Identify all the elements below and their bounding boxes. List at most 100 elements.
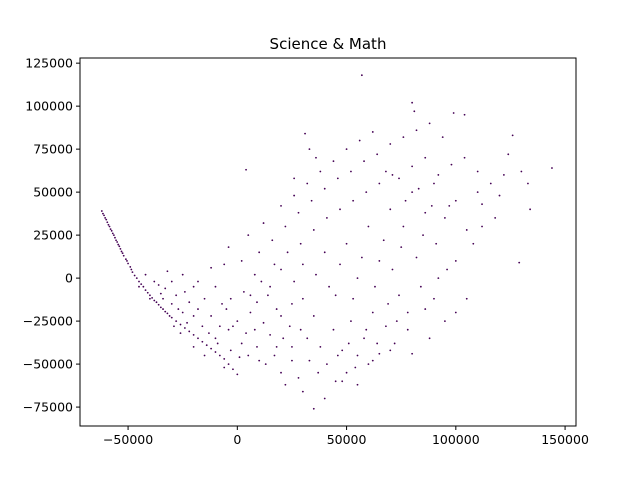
scatter-point (183, 327, 186, 329)
scatter-point (173, 325, 175, 328)
scatter-point (159, 292, 162, 295)
scatter-point (122, 254, 125, 257)
scatter-point (389, 143, 392, 145)
scatter-point (135, 277, 138, 280)
scatter-point (301, 390, 304, 393)
scatter-point (489, 182, 492, 185)
scatter-point (374, 285, 376, 288)
scatter-point (452, 112, 455, 114)
scatter-point (312, 407, 315, 410)
scatter-point (371, 131, 374, 133)
scatter-point (280, 204, 282, 207)
scatter-point (170, 280, 173, 283)
scatter-point (402, 225, 405, 228)
scatter-point (454, 199, 457, 202)
scatter-point (175, 294, 178, 297)
scatter-point (197, 280, 199, 283)
scatter-point (181, 273, 184, 276)
scatter-point (481, 203, 483, 206)
scatter-point (214, 285, 217, 288)
scatter-point (223, 358, 226, 360)
scatter-point (227, 363, 230, 365)
y-tick-label: 25000 (33, 228, 73, 243)
scatter-point (448, 204, 451, 207)
x-tick-label: 0 (233, 432, 241, 447)
scatter-point (159, 306, 162, 309)
scatter-point (242, 290, 245, 293)
scatter-point (387, 303, 389, 305)
scatter-point (275, 346, 278, 348)
plot-area-frame (79, 57, 577, 427)
scatter-point (225, 308, 228, 310)
scatter-point (435, 242, 438, 245)
scatter-point (118, 245, 121, 248)
scatter-point (350, 320, 352, 322)
scatter-point (345, 371, 348, 374)
scatter-point (126, 260, 128, 262)
scatter-point (527, 182, 529, 185)
scatter-point (417, 187, 420, 190)
scatter-point (288, 325, 291, 328)
scatter-point (105, 218, 108, 221)
scatter-point (301, 297, 304, 300)
scatter-point (262, 222, 265, 224)
scatter-point (430, 204, 433, 207)
scatter-point (210, 347, 213, 350)
scatter-point (339, 208, 341, 211)
scatter-point (428, 337, 431, 340)
scatter-point (267, 294, 269, 297)
scatter-point (140, 283, 143, 286)
scatter-point (240, 342, 243, 345)
scatter-point (385, 325, 387, 328)
scatter-point (391, 174, 394, 176)
scatter-point (365, 328, 368, 331)
scatter-point (115, 239, 117, 242)
scatter-point (245, 168, 247, 171)
scatter-point (398, 177, 400, 180)
scatter-point (433, 297, 435, 300)
x-tick-label: 150000 (541, 432, 589, 447)
scatter-point (110, 229, 113, 232)
scatter-point (306, 182, 309, 185)
scatter-point (297, 376, 300, 379)
scatter-point (422, 234, 424, 237)
scatter-point (175, 320, 178, 322)
scatter-point (293, 177, 296, 180)
scatter-point (376, 342, 379, 345)
scatter-point (203, 354, 206, 357)
scatter-point (428, 122, 431, 125)
scatter-point (223, 366, 226, 369)
scatter-point (164, 287, 167, 290)
scatter-point (498, 194, 501, 197)
scatter-point (280, 268, 282, 271)
scatter-point (253, 273, 256, 276)
scatter-point (120, 250, 123, 253)
scatter-point (317, 371, 320, 374)
y-axis-ticks: −75000 −50000 −25000 0 25000 50000 75000 100000… (23, 56, 80, 415)
scatter-point (258, 359, 261, 362)
scatter-point (208, 332, 210, 335)
scatter-point (232, 325, 234, 328)
scatter-point (269, 285, 271, 288)
scatter-point (454, 311, 457, 314)
scatter-point (117, 243, 120, 246)
scatter-point (326, 363, 328, 365)
scatter-point (253, 328, 256, 331)
scatter-point (149, 294, 151, 297)
scatter-point (367, 363, 370, 365)
scatter-point (551, 167, 553, 169)
scatter-point (341, 380, 344, 383)
scatter-point (326, 217, 328, 219)
scatter-point (112, 234, 115, 237)
scatter-point (155, 301, 158, 304)
scatter-point (203, 297, 206, 300)
scatter-point (433, 182, 435, 185)
scatter-point (223, 263, 226, 266)
scatter-point (378, 182, 381, 185)
scatter-point (133, 274, 136, 277)
scatter-point (341, 349, 344, 352)
scatter-point (334, 294, 337, 297)
y-tick-label: −25000 (23, 314, 73, 329)
scatter-point (404, 199, 407, 202)
